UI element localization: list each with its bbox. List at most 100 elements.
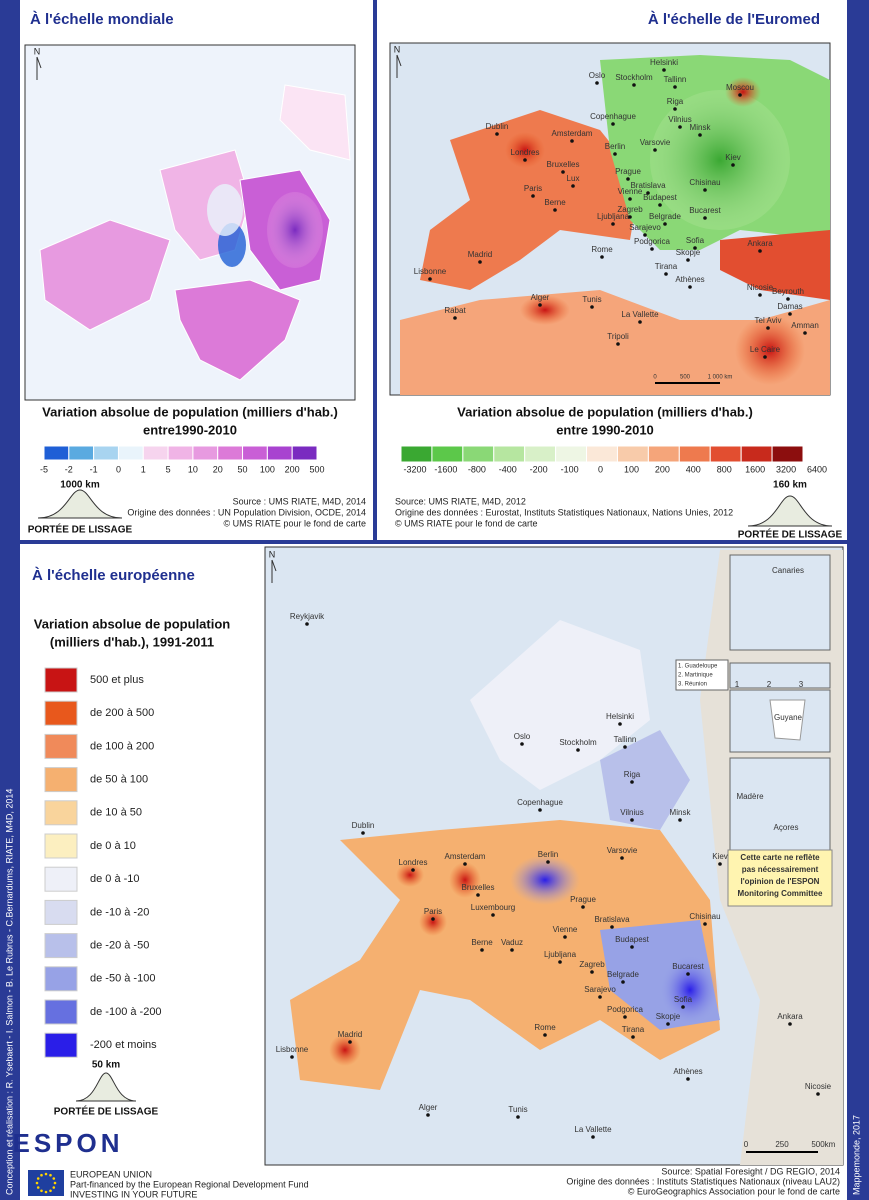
city-dot [673, 85, 677, 89]
text: 10 [188, 464, 198, 474]
text: Moscou [726, 83, 754, 92]
city-dot [664, 272, 668, 276]
legend-swatch [167, 445, 194, 461]
legend-swatch [44, 933, 78, 959]
city-dot [561, 170, 565, 174]
city-dot [595, 81, 599, 85]
north-arrow [36, 56, 42, 80]
city-dot [663, 222, 667, 226]
text: N [269, 549, 276, 559]
city-dot [453, 316, 457, 320]
text: Copenhague [517, 798, 563, 807]
legend-swatch [616, 445, 649, 463]
text: Zagreb [579, 960, 605, 969]
text: Budapest [615, 935, 650, 944]
city-dot [621, 980, 625, 984]
city-dot [538, 808, 542, 812]
text: Tripoli [607, 332, 629, 341]
legend-swatch [493, 445, 526, 463]
text: Bucarest [672, 962, 704, 971]
city-dot [463, 862, 467, 866]
city-dot [476, 893, 480, 897]
land-main [290, 820, 720, 1090]
text: La Vallette [574, 1125, 612, 1134]
text: Kiev [712, 852, 728, 861]
text: Bruxelles [547, 160, 580, 169]
euromed-map [389, 42, 831, 396]
text: Dublin [352, 821, 375, 830]
text: Alger [419, 1103, 438, 1112]
text: 0 [653, 375, 657, 381]
city-dot [758, 293, 762, 297]
legend-swatch [242, 445, 268, 461]
text: Variation absolue de population (millier… [457, 404, 753, 419]
eu-star [35, 1181, 39, 1185]
city-dot [658, 203, 662, 207]
text: Oslo [589, 71, 606, 80]
city-dot [361, 831, 365, 835]
text: INVESTING IN YOUR FUTURE [70, 1189, 197, 1199]
text: EUROPEAN UNION [70, 1169, 152, 1179]
text: Prague [615, 167, 641, 176]
text: -2 [65, 464, 73, 474]
city-dot [630, 818, 634, 822]
city-dot [678, 818, 682, 822]
text: Part-financed by the European Regional D… [70, 1179, 309, 1189]
text: 0 [116, 464, 121, 474]
text: Budapest [643, 193, 678, 202]
text: Lux [567, 174, 580, 183]
text: Oslo [514, 732, 531, 741]
text: 50 km [92, 1060, 120, 1071]
eu-star [53, 1181, 57, 1185]
city-dot [611, 122, 615, 126]
text: ESPON [12, 1128, 123, 1158]
legend-swatch [142, 445, 169, 461]
legend-swatch [740, 445, 773, 463]
city-dot [688, 285, 692, 289]
text: Tel Aviv [755, 316, 782, 325]
legend-swatch [709, 445, 742, 463]
city-dot [576, 748, 580, 752]
inset [729, 662, 831, 689]
city-dot [673, 107, 677, 111]
text: Vienne [553, 925, 578, 934]
note-box [727, 849, 833, 907]
text: Amsterdam [445, 852, 486, 861]
text: -1600 [434, 464, 457, 474]
text: de 50 à 100 [90, 774, 148, 786]
city-dot [678, 125, 682, 129]
text: Varsovie [607, 846, 638, 855]
text: Athènes [675, 275, 704, 284]
decline [650, 90, 790, 230]
city-dot [553, 208, 557, 212]
text: 1 [735, 680, 740, 689]
city-dot [428, 277, 432, 281]
text: Berlin [538, 850, 558, 859]
text: Vaduz [501, 938, 523, 947]
city-dot [653, 148, 657, 152]
city-dot [563, 935, 567, 939]
legend-swatch [44, 999, 78, 1025]
text: Nicosie [805, 1082, 832, 1091]
city-dot [348, 1040, 352, 1044]
text: Source: UMS RIATE, M4D, 2012 [395, 496, 526, 506]
north-arrow [271, 559, 277, 583]
city-dot [290, 1055, 294, 1059]
legend-swatch [44, 1032, 78, 1058]
city-dot [590, 305, 594, 309]
text: (milliers d'hab.), 1991-2011 [50, 634, 214, 649]
city-dot [686, 258, 690, 262]
city-dot [516, 1115, 520, 1119]
city-dot [581, 905, 585, 909]
city-dot [620, 856, 624, 860]
city-dot [766, 326, 770, 330]
text: Nicosie [747, 283, 774, 292]
baltic [600, 730, 690, 830]
text: Rome [591, 245, 613, 254]
eu-star [44, 1172, 48, 1176]
text: 500 [680, 375, 691, 381]
text: Variation absolue de population [34, 616, 231, 631]
city-dot [618, 722, 622, 726]
city-dot [591, 1135, 595, 1139]
text: de 0 à 10 [90, 840, 136, 852]
